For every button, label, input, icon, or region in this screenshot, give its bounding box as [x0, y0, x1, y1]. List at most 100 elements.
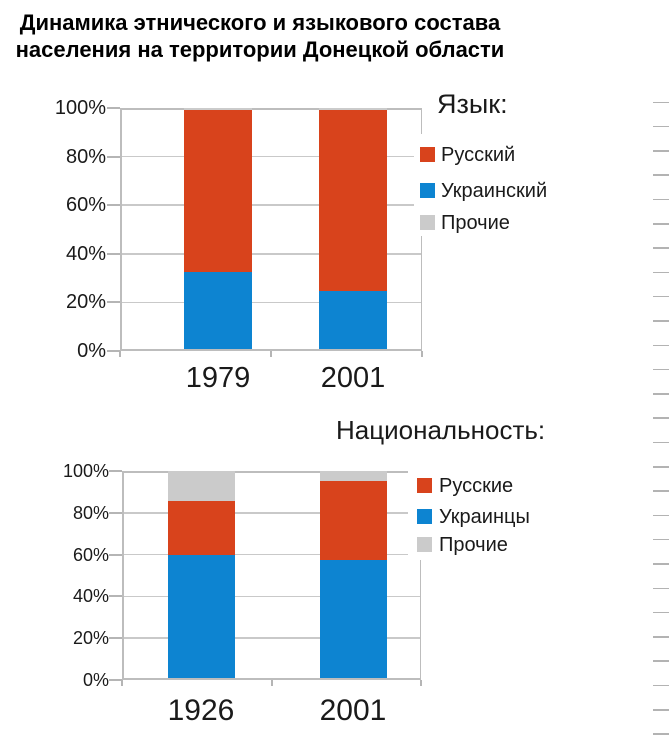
right-edge-gridline-stub [653, 198, 669, 201]
legend-swatch-Прочие [420, 215, 435, 230]
right-edge-gridline-stub [653, 538, 669, 541]
bar-segment-Украинцы [167, 554, 235, 678]
right-edge-gridline-stub [653, 125, 669, 128]
legend-swatch-Украинцы [417, 509, 432, 524]
bar-2001 [319, 108, 387, 349]
bar-segment-Русский [184, 110, 252, 272]
y-axis-label: 100% [62, 461, 109, 481]
legend-label: Прочие [439, 534, 508, 556]
y-axis-tick [109, 679, 122, 681]
y-axis-label: 100% [54, 97, 106, 119]
gridline [122, 595, 421, 598]
y-axis-label: 0% [77, 340, 106, 362]
right-edge-gridline-stub [653, 611, 669, 614]
right-edge-gridline-stub [653, 174, 669, 176]
y-axis-tick [107, 252, 120, 255]
bar-segment-Прочие [167, 471, 235, 501]
x-axis-line [122, 678, 421, 680]
chart-title-line1: Динамика этнического и языкового состава [19, 10, 501, 35]
x-axis-line [120, 349, 422, 351]
x-axis-tick [421, 351, 423, 357]
y-axis-label: 20% [72, 628, 109, 649]
y-axis-tick [109, 553, 122, 556]
legend-label: Прочие [441, 212, 510, 234]
y-axis-label: 20% [65, 291, 106, 314]
y-axis-label: 40% [65, 242, 106, 265]
y-axis-tick [107, 204, 120, 207]
legend-swatch-Русские [417, 478, 432, 493]
right-edge-gridline-stub [653, 709, 669, 711]
bar-segment-Русские [167, 501, 235, 555]
right-edge-gridline-stub [653, 587, 669, 589]
right-edge-gridline-stub [653, 150, 669, 152]
x-axis-tick [121, 680, 123, 686]
y-axis-label: 80% [72, 502, 109, 523]
y-axis-tick [109, 595, 122, 598]
legend-background [408, 468, 582, 560]
right-edge-gridline-stub [653, 101, 669, 103]
bar-segment-Русские [319, 481, 387, 560]
x-axis-label: 1979 [185, 362, 251, 394]
y-axis-tick [109, 637, 122, 640]
x-axis-tick [119, 351, 121, 357]
x-axis-tick [420, 680, 422, 686]
gridline [122, 637, 421, 639]
nationality-legend-title: Национальность: [336, 415, 546, 445]
right-edge-gridline-stub [653, 271, 669, 274]
gridline [120, 155, 422, 158]
gridline [120, 253, 422, 255]
chart-title-line2: населения на территории Донецкой области [15, 37, 505, 62]
x-axis-tick [270, 680, 273, 686]
right-edge-gridline-stub [653, 636, 669, 638]
y-axis-label: 60% [65, 194, 106, 217]
bar-segment-Украинский [184, 271, 252, 349]
legend-swatch-Прочие [417, 537, 432, 552]
y-axis-tick [109, 511, 122, 514]
x-axis-label: 1926 [167, 694, 235, 727]
right-edge-gridline-stub [653, 514, 669, 517]
y-axis-line [122, 471, 124, 680]
x-axis-label: 2001 [319, 694, 387, 727]
y-axis-label: 60% [72, 544, 109, 565]
plot-border-top [122, 471, 421, 473]
legend-label: Русский [441, 144, 516, 166]
bar-segment-Русский [319, 110, 387, 292]
legend-label: Русские [439, 475, 514, 497]
bar-segment-Прочие [184, 108, 252, 111]
legend-swatch-Украинский [420, 183, 435, 198]
y-axis-line [120, 108, 122, 351]
right-edge-gridline-stub [653, 223, 669, 225]
y-axis-tick [107, 350, 120, 352]
x-axis-tick [270, 351, 272, 357]
bar-2001 [319, 471, 387, 678]
right-edge-gridline-stub [653, 417, 669, 419]
y-axis-tick [107, 301, 120, 304]
right-edge-gridline-stub [653, 247, 669, 249]
bar-segment-Прочие [319, 108, 387, 111]
legend-label: Украинцы [439, 506, 530, 528]
right-edge-gridline-stub [653, 563, 669, 565]
gridline [120, 204, 422, 206]
legend-label: Украинский [441, 180, 548, 202]
y-axis-tick [109, 470, 122, 472]
right-edge-gridline-stub [653, 466, 669, 468]
legend-background [414, 134, 564, 236]
chart-title: Динамика этнического и языкового состава… [0, 9, 520, 63]
right-edge-gridline-stub [653, 368, 669, 371]
plot-border-right [419, 471, 421, 680]
right-edge-gridline-stub [653, 660, 669, 662]
right-edge-gridline-stub [653, 684, 669, 687]
bar-segment-Прочие [319, 471, 387, 482]
gridline [120, 301, 422, 304]
right-edge-gridline-stub [653, 295, 669, 298]
bar-1979 [184, 108, 252, 349]
right-edge-gridline-stub [653, 441, 669, 444]
gridline [122, 512, 421, 514]
y-axis-label: 80% [65, 145, 106, 168]
bar-segment-Украинский [319, 291, 387, 349]
right-edge-gridline-stub [653, 733, 669, 735]
y-axis-tick [107, 155, 120, 158]
plot-border-top [120, 108, 422, 110]
y-axis-tick [107, 107, 120, 109]
